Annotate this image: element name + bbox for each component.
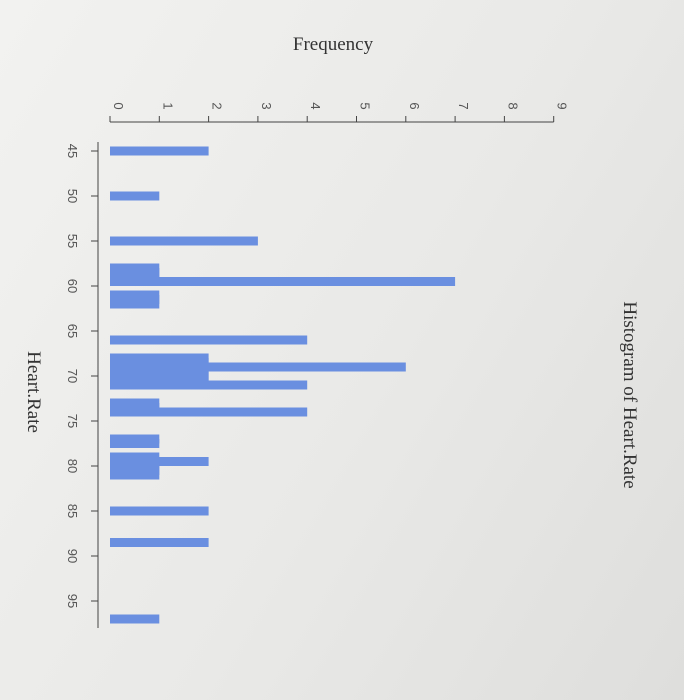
x-tick-label: 65 bbox=[65, 324, 80, 338]
y-tick-label: 9 bbox=[555, 102, 570, 109]
y-tick-label: 2 bbox=[210, 102, 225, 109]
histogram-bar bbox=[110, 614, 160, 624]
y-tick-label: 0 bbox=[111, 102, 126, 109]
histogram-bar bbox=[110, 506, 209, 516]
chart-title: Histogram of Heart.Rate bbox=[619, 301, 640, 488]
x-tick-label: 95 bbox=[65, 594, 80, 608]
x-tick-label: 60 bbox=[65, 279, 80, 293]
y-tick-label: 7 bbox=[456, 102, 471, 109]
histogram-bar bbox=[110, 191, 160, 201]
histogram-bar bbox=[110, 146, 209, 156]
histogram-bar bbox=[110, 439, 160, 448]
y-tick-label: 3 bbox=[259, 102, 274, 109]
x-tick-label: 50 bbox=[65, 189, 80, 203]
y-axis-title: Frequency bbox=[293, 34, 374, 55]
histogram-bar bbox=[110, 236, 258, 246]
histogram-bar bbox=[110, 470, 160, 480]
y-tick-label: 8 bbox=[505, 102, 520, 109]
x-tick-label: 70 bbox=[65, 369, 80, 383]
histogram-bar bbox=[110, 299, 160, 309]
x-tick-label: 75 bbox=[65, 414, 80, 428]
x-tick-label: 85 bbox=[65, 504, 80, 518]
x-tick-label: 80 bbox=[65, 459, 80, 473]
histogram-bar bbox=[110, 380, 308, 390]
x-tick-label: 55 bbox=[65, 234, 80, 248]
histogram-bar bbox=[110, 407, 308, 417]
histogram-bar bbox=[110, 538, 209, 547]
histogram-bar bbox=[110, 362, 406, 372]
y-tick-label: 6 bbox=[407, 102, 422, 109]
x-axis-title: Heart.Rate bbox=[23, 351, 44, 433]
y-tick-label: 1 bbox=[160, 102, 175, 109]
x-tick-label: 45 bbox=[65, 144, 80, 158]
histogram-bar bbox=[110, 277, 456, 286]
y-tick-label: 5 bbox=[358, 102, 373, 109]
x-tick-label: 90 bbox=[65, 549, 80, 563]
y-tick-label: 4 bbox=[308, 102, 323, 109]
histogram-bar bbox=[110, 335, 308, 345]
